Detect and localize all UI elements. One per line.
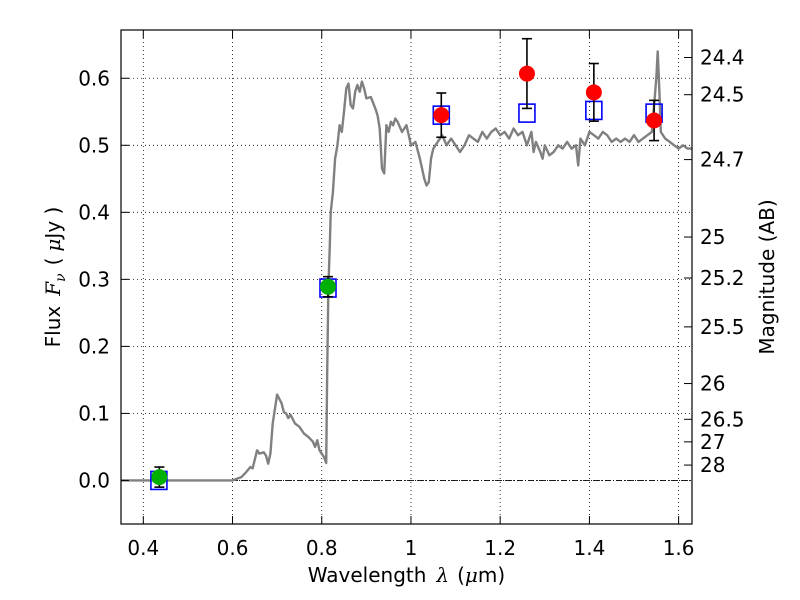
magnitude-tick-label: 24.7: [700, 148, 745, 172]
observed-point-marker: [518, 65, 535, 82]
x-axis-label: Wavelength λ (μm): [308, 563, 505, 587]
sed-model-spectrum-line: [121, 50, 692, 482]
y-tick-label: 0.4: [78, 200, 110, 224]
y-tick-label: 0.6: [78, 66, 110, 90]
magnitude-tick-label: 25: [700, 225, 725, 249]
magnitude-tick-label: 27: [700, 430, 725, 454]
y-tick-label: 0.5: [78, 133, 110, 157]
magnitude-tick-label: 24.5: [700, 83, 745, 107]
x-tick-label: 1.6: [663, 536, 695, 560]
x-tick-label: 1.2: [484, 536, 516, 560]
x-tick-label: 1.4: [573, 536, 605, 560]
grid: [121, 30, 692, 524]
axis-ticks: 0.4 0.6 0.8 1 1.2 1.4 1.6 0.0 0.1 0.2 0.3 0.4 0.5 0.6…: [78, 30, 745, 560]
plot-frame: [120, 29, 693, 525]
y-tick-label: 0.1: [78, 401, 110, 425]
y-tick-label: 0.3: [78, 267, 110, 291]
observed-point-marker: [585, 84, 602, 101]
magnitude-tick-label: 25.5: [700, 315, 745, 339]
observed-point-marker: [319, 278, 336, 295]
model-photometry-markers: [150, 100, 663, 491]
y-tick-label: 0.0: [78, 468, 110, 492]
magnitude-axis-label: Magnitude (AB): [755, 199, 779, 354]
x-tick-label: 0.4: [127, 536, 159, 560]
magnitude-tick-label: 24.4: [700, 45, 745, 69]
x-tick-label: 0.6: [217, 536, 249, 560]
magnitude-tick-label: 26.5: [700, 407, 745, 431]
y-axis-label: FluxFν(μJy ): [41, 207, 69, 348]
observed-photometry-markers: [151, 37, 663, 488]
magnitude-tick-label: 28: [700, 453, 725, 477]
observed-point-marker: [151, 469, 168, 486]
magnitude-tick-label: 26: [700, 372, 725, 396]
x-tick-label: 1: [405, 536, 418, 560]
x-tick-label: 0.8: [306, 536, 338, 560]
observed-point-marker: [433, 107, 450, 124]
y-tick-label: 0.2: [78, 334, 110, 358]
magnitude-tick-label: 25.2: [700, 266, 745, 290]
observed-point-marker: [646, 112, 663, 129]
